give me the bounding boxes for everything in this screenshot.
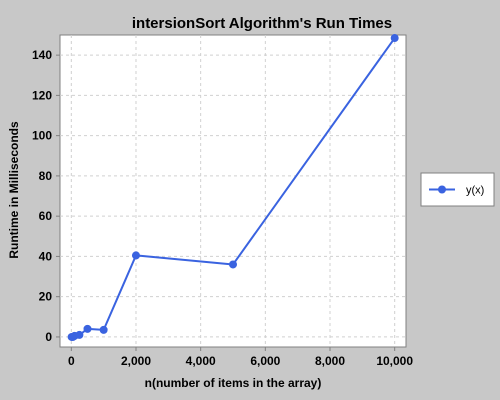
y-tick-label: 40 xyxy=(39,249,53,263)
legend-point-marker xyxy=(438,185,446,194)
data-point xyxy=(390,34,399,43)
series-layer xyxy=(67,34,399,341)
x-tick-label: 6,000 xyxy=(250,354,280,368)
x-tick-label: 8,000 xyxy=(315,354,345,368)
data-point xyxy=(131,251,140,260)
y-tick-label: 120 xyxy=(32,88,52,102)
x-tick-label: 0 xyxy=(68,354,75,368)
x-tick-label: 10,000 xyxy=(376,354,413,368)
data-point xyxy=(83,324,92,333)
legend: y(x) xyxy=(420,172,495,207)
data-point xyxy=(229,260,237,269)
y-tick-label: 140 xyxy=(32,48,52,62)
legend-label: y(x) xyxy=(466,185,484,197)
plot-area xyxy=(59,34,407,348)
y-tick-label: 0 xyxy=(45,330,52,344)
y-axis-label: Runtime in Milliseconds xyxy=(7,121,21,259)
y-tick-label: 80 xyxy=(39,169,53,183)
y-tick-label: 100 xyxy=(32,129,52,143)
axes: 0 2,000 4,000 6,000 8,000 10,000 0 20 40 60 80 100 1… xyxy=(32,48,413,368)
y-tick-label: 60 xyxy=(39,209,53,223)
grid-lines xyxy=(60,35,406,347)
data-point xyxy=(75,330,84,339)
x-axis-label: n(number of items in the array) xyxy=(145,376,322,390)
x-tick-label: 2,000 xyxy=(121,354,151,368)
x-tick-label: 4,000 xyxy=(186,354,216,368)
data-point xyxy=(99,325,108,334)
y-tick-label: 20 xyxy=(39,290,53,304)
chart-title: intersionSort Algorithm's Run Times xyxy=(132,15,392,32)
